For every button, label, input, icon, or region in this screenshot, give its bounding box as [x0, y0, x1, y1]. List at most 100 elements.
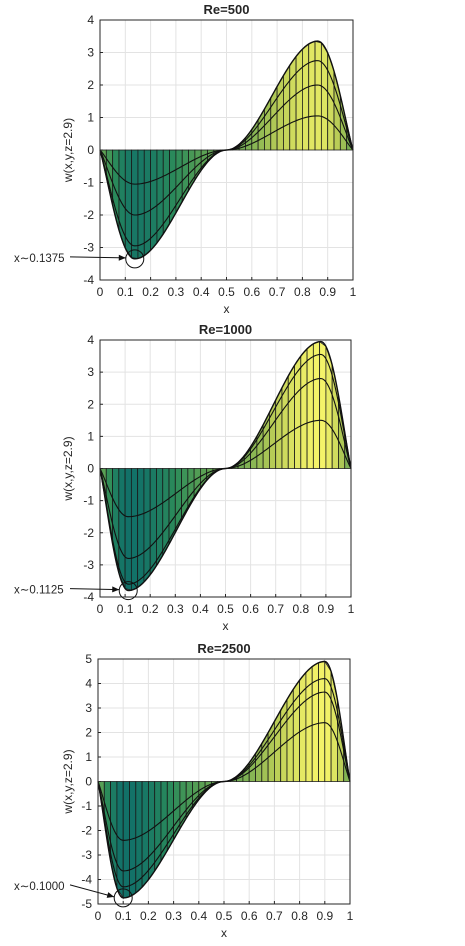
- x-axis-label: x: [221, 926, 227, 940]
- y-tick-label: -3: [83, 558, 94, 572]
- y-tick-label: 0: [85, 775, 92, 789]
- series-line-4: [99, 419, 352, 518]
- x-tick-label: 0.2: [142, 285, 159, 299]
- surface-strip: [131, 149, 139, 259]
- surface-strip: [156, 149, 164, 245]
- y-tick-label: 4: [85, 677, 92, 691]
- surface-strip: [143, 468, 151, 584]
- x-tick-label: 0: [97, 602, 104, 616]
- surface-strip: [275, 387, 283, 469]
- y-tick-label: -1: [83, 494, 94, 508]
- surface-strip: [294, 354, 302, 469]
- x-tick-label: 0.6: [241, 909, 258, 923]
- surface-strip: [324, 660, 332, 782]
- surface-strip: [283, 64, 291, 151]
- y-tick-label: -4: [81, 873, 92, 887]
- annotation-arrowhead: [106, 892, 115, 898]
- x-tick-label: 0.4: [193, 285, 210, 299]
- x-tick-label: 0.8: [292, 602, 309, 616]
- y-tick-label: 3: [87, 46, 94, 60]
- y-tick-label: 3: [85, 701, 92, 715]
- y-tick-label: -4: [83, 273, 94, 287]
- surface-strip: [301, 43, 310, 151]
- x-tick-label: 0.4: [190, 909, 207, 923]
- chart-panel-2: 0 0.1 0.2 0.3 0.4 0.5 0.6 0.7 0.8 0.9 1 -4 -3 -2 -1 0 1 2…: [14, 322, 355, 633]
- x-tick-label: 0.7: [266, 909, 283, 923]
- x-tick-label: 1: [350, 285, 357, 299]
- surface-strip: [156, 468, 164, 568]
- x-tick-label: 0.4: [192, 602, 209, 616]
- x-tick-label: 1: [348, 602, 355, 616]
- annotation-arrow: [69, 884, 115, 898]
- y-tick-label: -3: [81, 848, 92, 862]
- y-tick-label: 1: [85, 750, 92, 764]
- surface-strip: [276, 74, 284, 151]
- x-tick-label: 0.9: [318, 602, 335, 616]
- y-tick-label: 4: [87, 13, 94, 27]
- y-axis-label: w(x,y,z=2.9): [61, 749, 75, 814]
- y-tick-label: 5: [85, 652, 92, 666]
- y-tick-label: 2: [85, 726, 92, 740]
- x-tick-label: 0.2: [140, 909, 157, 923]
- annotation-arrow: [69, 256, 126, 259]
- x-tick-label: 0.8: [294, 285, 311, 299]
- x-tick-label: 0.7: [269, 285, 286, 299]
- surface-strip: [314, 40, 322, 151]
- chart-panel-1: 0 0.1 0.2 0.3 0.4 0.5 0.6 0.7 0.8 0.9 1 -4 -3 -2 -1 0 1 2…: [14, 2, 357, 316]
- y-tick-label: 1: [87, 429, 94, 443]
- x-tick-label: 0.8: [291, 909, 308, 923]
- chart-title: Re=2500: [197, 641, 250, 656]
- y-tick-label: -2: [83, 208, 94, 222]
- series-line-4: [99, 115, 354, 185]
- chart-panel-3: 0 0.1 0.2 0.3 0.4 0.5 0.6 0.7 0.8 0.9 1 -5 -4 -3 -2 -1 0…: [14, 641, 354, 940]
- y-axis-label: w(x,y,z=2.9): [61, 118, 75, 183]
- surface-strip: [162, 149, 170, 236]
- x-tick-label: 0.3: [167, 602, 184, 616]
- surface-strip: [319, 340, 327, 469]
- chart-title: Re=1000: [199, 322, 252, 337]
- x-tick-label: 0.3: [168, 285, 185, 299]
- surface-strip: [124, 468, 132, 591]
- surface-strip: [295, 48, 303, 151]
- x-tick-label: 0.6: [243, 285, 260, 299]
- y-tick-label: -2: [81, 824, 92, 838]
- x-tick-label: 0.7: [267, 602, 284, 616]
- x-tick-label: 0.9: [319, 285, 336, 299]
- x-tick-label: 0.5: [216, 909, 233, 923]
- minimum-marker: [113, 888, 133, 908]
- surface-strip: [137, 149, 145, 260]
- y-tick-label: -5: [81, 897, 92, 911]
- x-tick-label: 0.2: [142, 602, 159, 616]
- minimum-annotation: x∼0.1000: [14, 881, 65, 893]
- y-tick-label: -1: [83, 176, 94, 190]
- x-tick-label: 0.1: [117, 285, 134, 299]
- x-tick-label: 0.1: [117, 602, 134, 616]
- annotation-arrow: [69, 588, 120, 591]
- surface-strip: [130, 468, 139, 591]
- x-tick-label: 1: [347, 909, 354, 923]
- x-tick-label: 0: [95, 909, 102, 923]
- surface-strip: [306, 343, 314, 469]
- series-line-4: [97, 722, 351, 841]
- y-tick-label: 0: [87, 462, 94, 476]
- minimum-annotation: x∼0.1125: [14, 585, 64, 597]
- y-tick-label: 2: [87, 397, 94, 411]
- y-tick-label: 3: [87, 365, 94, 379]
- minimum-annotation: x∼0.1375: [14, 253, 65, 265]
- surface-strip: [312, 341, 321, 469]
- x-tick-label: 0.6: [242, 602, 259, 616]
- minimum-marker: [125, 249, 145, 269]
- x-tick-label: 0: [97, 285, 104, 299]
- y-tick-label: 4: [87, 333, 94, 347]
- y-tick-label: 2: [87, 78, 94, 92]
- y-tick-label: -1: [81, 799, 92, 813]
- x-axis-label: x: [224, 302, 230, 316]
- y-tick-label: -3: [83, 241, 94, 255]
- y-tick-label: -2: [83, 526, 94, 540]
- x-tick-label: 0.3: [165, 909, 182, 923]
- minimum-marker: [118, 581, 138, 601]
- y-axis-label: w(x,y,z=2.9): [61, 436, 75, 501]
- surface-strip: [308, 40, 316, 151]
